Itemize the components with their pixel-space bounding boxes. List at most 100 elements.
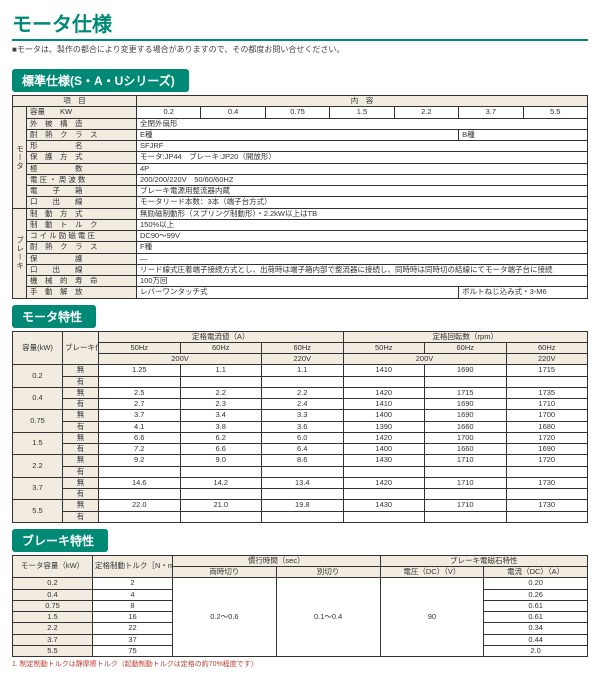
val [180,489,262,500]
val: 9.0 [180,455,262,466]
val [262,376,344,387]
spec-v: E種 [137,129,459,140]
val [180,511,262,522]
val: 1430 [343,455,425,466]
spec-v: レバーワンタッチ式 [137,287,459,298]
spec-v: モータ:JP44 ブレーキ:JP20（開放形） [137,152,588,163]
val: 1.1 [180,365,262,376]
spec-head-l: 項 目 [13,96,137,107]
val: 1400 [343,444,425,455]
val [506,466,588,477]
val: 1660 [425,444,507,455]
h-cur: 定格電流値（A） [99,331,344,342]
sub: 50Hz [343,342,425,353]
spec-v: モータリード本数：3本（端子台方式） [137,197,588,208]
val: 3.8 [180,421,262,432]
val: 1710 [506,399,588,410]
spec-v: DC90～99V [137,231,588,242]
val [506,376,588,387]
cap: 0.2 [13,365,63,388]
val: 1720 [506,455,588,466]
cap: 0.4 [13,589,93,600]
kw-v: 2.2 [394,107,458,118]
volt: 200V [99,354,262,365]
h-cap: 容量(kW) [13,331,63,365]
h-brk: ブレーキ付・無 [63,331,99,365]
spec-v: SFJRF [137,141,588,152]
volt: 200V [343,354,506,365]
val: 1420 [343,477,425,488]
val: 1680 [506,421,588,432]
page-note: ■モータは、製作の都合により変更する場合がありますので、その都度お問い合せくださ… [12,44,588,55]
val: 1710 [425,477,507,488]
val [262,489,344,500]
val: 1.1 [262,365,344,376]
val: 14.2 [180,477,262,488]
val [425,489,507,500]
val: 6.6 [99,432,181,443]
val [99,466,181,477]
val: 1420 [343,387,425,398]
cur: 0.20 [484,578,588,589]
val: 1420 [343,432,425,443]
spec-v: 100万回 [137,276,588,287]
trq: 22 [93,623,173,634]
cap: 2.2 [13,623,93,634]
val [506,511,588,522]
sub: 60Hz [506,342,588,353]
brk: 有 [63,376,99,387]
val: 7.2 [99,444,181,455]
volt: 220V [506,354,588,365]
spec-v: 無励磁制動形（スプリング制動形）・2.2kW以上はTB [137,208,588,219]
spec-v: 全閉外扇形 [137,118,588,129]
val: 21.0 [180,500,262,511]
val: 22.0 [99,500,181,511]
trq: 8 [93,600,173,611]
spec-l: 形 名 [27,141,137,152]
brake-char-table: モータ容量（kW） 定格制動トルク［N・m］ 慣行時間（sec） ブレーキ電磁石… [12,555,588,657]
spec-l: 耐 熱 ク ラ ス [27,129,137,140]
trq: 16 [93,612,173,623]
val [343,511,425,522]
brk: 無 [63,477,99,488]
sub: 電流（DC）（A） [484,567,588,578]
val [262,466,344,477]
cur: 0.26 [484,589,588,600]
val: 1660 [425,421,507,432]
spec-v: 4P [137,163,588,174]
val [99,376,181,387]
brk: 無 [63,365,99,376]
section3-title: ブレーキ特性 [12,529,108,552]
val: 2.5 [99,387,181,398]
spec-l: 制 動 ト ル ク [27,219,137,230]
brk: 有 [63,421,99,432]
val: 1720 [506,432,588,443]
brk: 無 [63,387,99,398]
spec-l: 保 護 方 式 [27,152,137,163]
cap: 5.5 [13,645,93,656]
val: 19.8 [262,500,344,511]
section1-title: 標準仕様(S・A・Uシリーズ) [12,69,189,92]
val: 3.6 [262,421,344,432]
cap: 0.2 [13,578,93,589]
sub: 電圧（DC）（V） [380,567,484,578]
kw-v: 0.4 [201,107,265,118]
sub: 50Hz [99,342,181,353]
h: モータ容量（kW） [13,555,93,578]
val: 14.6 [99,477,181,488]
brk: 有 [63,466,99,477]
brk: 有 [63,511,99,522]
sub: 60Hz [262,342,344,353]
val: 1430 [343,500,425,511]
cur: 0.34 [484,623,588,634]
h: ブレーキ電磁石特性 [380,555,588,566]
val: 1690 [425,410,507,421]
val [99,489,181,500]
spec-v: ボルトねじ込み式・3-M6 [459,287,588,298]
kw-v: 0.2 [137,107,201,118]
val: 6.0 [262,432,344,443]
val [180,466,262,477]
spec-l: 電 子 箱 [27,186,137,197]
val: 9.2 [99,455,181,466]
val: 1710 [425,455,507,466]
